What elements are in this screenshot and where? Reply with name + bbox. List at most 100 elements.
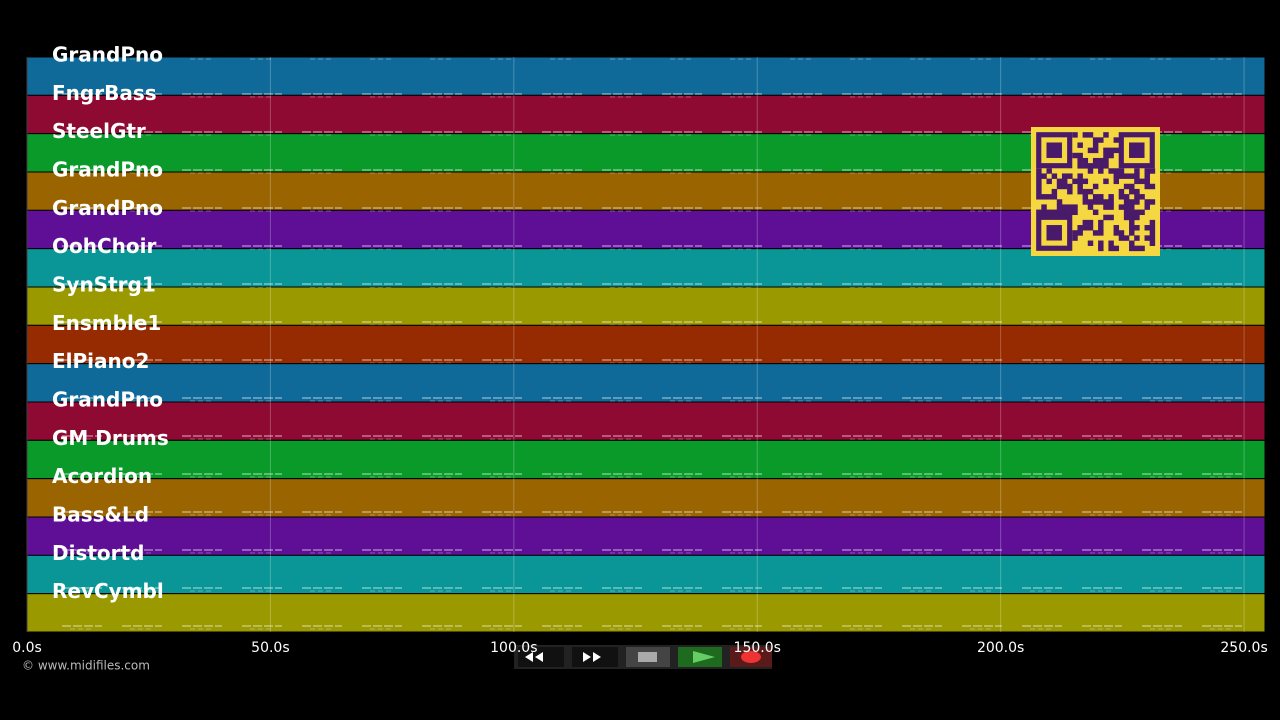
qr-cell (1087, 168, 1094, 174)
qr-cell (1129, 214, 1135, 221)
qr-cell (1082, 157, 1089, 164)
track-name: Acordion (52, 464, 152, 488)
stop-button[interactable] (626, 647, 670, 667)
fast-forward-button[interactable] (572, 647, 618, 667)
qr-cell (1098, 225, 1104, 231)
qr-cell (1149, 168, 1156, 174)
qr-cell (1061, 178, 1068, 185)
qr-cell (1108, 199, 1114, 205)
qr-cell (1113, 178, 1120, 185)
time-tick-label: 250.0s (1220, 640, 1267, 656)
track-name: RevCymbl (52, 579, 164, 603)
qr-cell (1108, 204, 1114, 210)
qr-cell (1149, 240, 1156, 246)
qr-cell (1134, 194, 1140, 200)
qr-cell (1103, 199, 1109, 205)
qr-cell (1134, 209, 1140, 216)
qr-cell (1041, 194, 1047, 200)
qr-cell (1092, 157, 1099, 164)
qr-cell (1036, 173, 1042, 179)
qr-cell (1113, 137, 1120, 143)
qr-cell (1149, 225, 1156, 231)
qr-cell (1056, 178, 1063, 185)
track-notes (57, 57, 1255, 96)
qr-finder (1036, 132, 1073, 169)
qr-cell (1139, 245, 1145, 252)
qr-cell (1129, 219, 1135, 226)
qr-cell (1129, 199, 1135, 205)
qr-cell (1108, 214, 1114, 221)
qr-cell (1123, 173, 1130, 179)
qr-cell (1067, 183, 1073, 190)
qr-cell (1123, 194, 1130, 200)
transport-controls (514, 645, 772, 669)
qr-cell (1123, 199, 1130, 205)
time-tick-label: 200.0s (977, 640, 1024, 656)
record-button[interactable] (730, 647, 772, 667)
qr-cell (1108, 240, 1114, 246)
qr-cell (1087, 163, 1094, 169)
qr-cell (1123, 235, 1130, 241)
qr-cell (1098, 230, 1104, 236)
qr-cell (1118, 204, 1125, 210)
qr-code (1031, 127, 1160, 256)
rewind-button[interactable] (518, 647, 564, 667)
qr-cell (1108, 245, 1114, 252)
qr-cell (1129, 173, 1135, 179)
qr-cell (1046, 209, 1052, 216)
qr-cell (1134, 173, 1140, 179)
qr-cell (1098, 137, 1104, 143)
qr-cell (1041, 173, 1047, 179)
track-notes (57, 555, 1255, 594)
qr-cell (1072, 209, 1078, 216)
qr-cell (1103, 163, 1109, 169)
qr-cell (1144, 178, 1150, 185)
track-notes (57, 363, 1255, 402)
qr-cell (1036, 209, 1042, 216)
qr-cell (1103, 214, 1109, 221)
qr-cell (1077, 157, 1083, 164)
qr-cell (1108, 194, 1114, 200)
qr-cell (1103, 178, 1109, 185)
qr-cell (1118, 235, 1125, 241)
time-tick-label: 150.0s (734, 640, 781, 656)
qr-cell (1134, 168, 1140, 174)
qr-cell (1036, 194, 1042, 200)
qr-cell (1087, 132, 1094, 138)
qr-cell (1098, 240, 1104, 246)
qr-cell (1103, 157, 1109, 164)
qr-cell (1144, 225, 1150, 231)
qr-cell (1092, 199, 1099, 205)
track-name: GrandPno (52, 388, 163, 412)
qr-cell (1082, 194, 1089, 200)
qr-cell (1113, 245, 1120, 252)
qr-cell (1036, 183, 1042, 190)
track-notes (57, 593, 1255, 632)
qr-cell (1092, 163, 1099, 169)
qr-cell (1061, 173, 1068, 179)
qr-cell (1113, 168, 1120, 174)
track-name: FngrBass (52, 81, 157, 105)
time-tick-label: 0.0s (12, 640, 42, 656)
qr-cell (1139, 194, 1145, 200)
qr-cell (1134, 188, 1140, 195)
qr-cell (1123, 204, 1130, 210)
qr-cell (1077, 142, 1083, 148)
qr-cell (1082, 132, 1089, 138)
time-tick-label: 100.0s (490, 640, 537, 656)
qr-cell (1046, 178, 1052, 185)
qr-cell (1129, 209, 1135, 216)
track-name: SynStrg1 (52, 273, 156, 297)
qr-cell (1056, 199, 1063, 205)
qr-cell (1129, 240, 1135, 246)
play-button[interactable] (678, 647, 722, 667)
qr-cell (1041, 209, 1047, 216)
qr-cell (1082, 225, 1089, 231)
qr-cell (1051, 209, 1058, 216)
qr-cell (1129, 230, 1135, 236)
qr-cell (1067, 173, 1073, 179)
qr-cell (1092, 147, 1099, 154)
qr-cell (1061, 204, 1068, 210)
qr-cell (1144, 199, 1150, 205)
qr-cell (1056, 209, 1063, 216)
